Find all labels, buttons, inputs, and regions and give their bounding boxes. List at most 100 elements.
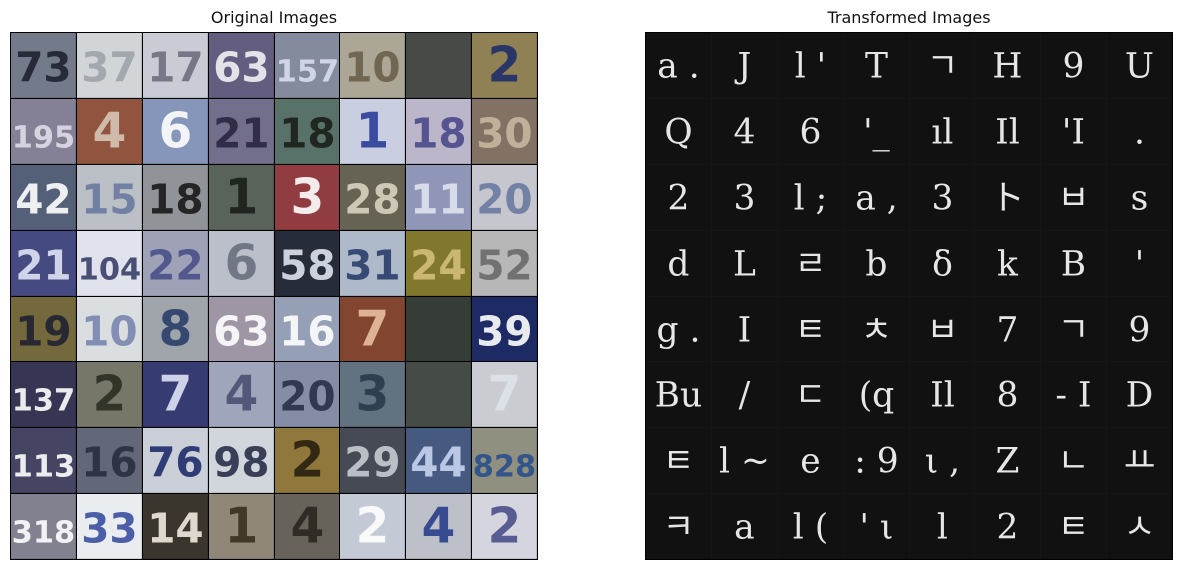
original-image-digits: 42 [15,175,71,223]
original-image-tile: 19 [11,296,76,362]
transformed-image-glyph: ㄱ [926,47,958,87]
original-image-digits: 30 [476,110,532,158]
original-image-digits: 2 [290,433,324,489]
transformed-image-tile: ト [975,164,1041,230]
original-image-tile: 7 [472,362,537,428]
transformed-image-tile: '_ [843,98,909,164]
original-image-tile [406,296,472,362]
original-image-tile: 31 [340,230,406,296]
original-image-digits: 22 [147,241,203,289]
original-image-tile: 1 [208,164,274,230]
original-image-digits: 63 [213,44,269,92]
transformed-image-tile: Il [909,362,975,428]
original-image-digits: 4 [290,499,324,555]
original-image-digits: 7 [488,367,522,423]
original-image-tile: 4 [274,494,340,559]
transformed-image-glyph: l ( [792,508,827,548]
transformed-image-tile: I [711,296,777,362]
transformed-image-tile: a . [646,33,711,98]
transformed-image-glyph: δ [932,244,953,284]
transformed-image-tile: ㄱ [909,33,975,98]
transformed-image-tile: l [909,494,975,559]
transformed-image-tile: k [975,230,1041,296]
transformed-image-tile: ㅛ [1107,428,1172,494]
transformed-image-tile: ㅂ [1041,164,1107,230]
transformed-image-glyph: . [1134,112,1145,152]
original-image-digits: 1 [224,499,258,555]
original-image-tile: 58 [274,230,340,296]
transformed-image-glyph: ㅂ [1058,178,1090,218]
transformed-image-glyph: ㅛ [1124,442,1156,482]
transformed-image-tile: - I [1041,362,1107,428]
transformed-image-glyph: 4 [733,112,755,152]
transformed-image-glyph: ㄴ [1058,442,1090,482]
original-image-digits: 16 [279,307,335,355]
transformed-image-tile: : 9 [843,428,909,494]
transformed-image-glyph: ㅅ [1124,508,1156,548]
original-image-tile: 18 [406,98,472,164]
original-image-tile: 20 [274,362,340,428]
transformed-image-tile: l ' [777,33,843,98]
original-image-tile: 18 [274,98,340,164]
transformed-image-tile: Bu [646,362,711,428]
original-image-tile: 828 [472,428,537,494]
original-image-tile: 37 [76,33,142,98]
original-image-tile: 7 [340,296,406,362]
original-image-tile: 4 [208,362,274,428]
transformed-image-glyph: ㄱ [1058,310,1090,350]
original-image-tile: 104 [76,230,142,296]
transformed-image-tile: ' ι [843,494,909,559]
transformed-image-glyph: / [739,376,751,416]
original-image-digits: 11 [410,175,466,223]
transformed-image-glyph: 9 [1129,310,1151,350]
transformed-image-glyph: Q [664,112,692,152]
transformed-image-tile: d [646,230,711,296]
original-image-tile: 3 [274,164,340,230]
original-image-tile [406,33,472,98]
transformed-image-tile: δ [909,230,975,296]
original-image-digits: 4 [92,104,126,160]
transformed-image-glyph: ㅌ [663,442,695,482]
original-image-digits: 828 [473,450,536,485]
transformed-image-glyph: 2 [667,178,689,218]
transformed-image-glyph: 9 [1063,47,1085,87]
transformed-image-tile: 9 [1041,33,1107,98]
transformed-image-glyph: ㄹ [794,244,826,284]
transformed-image-glyph: a [734,508,755,548]
original-image-digits: 4 [422,499,456,555]
transformed-image-tile: Q [646,98,711,164]
transformed-image-glyph: U [1125,47,1154,87]
transformed-image-tile: J [711,33,777,98]
transformed-image-glyph: 3 [931,178,953,218]
transformed-image-glyph: '_ [863,112,890,152]
original-image-digits: 58 [279,241,335,289]
original-image-tile: 3 [340,362,406,428]
original-image-digits: 52 [476,241,532,289]
original-image-tile: 8 [142,296,208,362]
transformed-image-glyph: : 9 [854,442,898,482]
transformed-image-tile: b [843,230,909,296]
transformed-image-tile: l ~ [711,428,777,494]
transformed-image-tile: ㄹ [777,230,843,296]
transformed-image-glyph: a . [657,47,699,87]
original-image-tile: 318 [11,494,76,559]
original-image-tile: 6 [142,98,208,164]
transformed-image-glyph: ι , [924,442,959,482]
transformed-image-glyph: Il [930,376,955,416]
original-image-digits: 3 [290,169,324,225]
transformed-image-glyph: Bu [655,376,703,416]
original-image-digits: 21 [15,241,71,289]
original-image-tile: 52 [472,230,537,296]
original-image-tile: 10 [76,296,142,362]
transformed-image-glyph: L [733,244,756,284]
original-image-tile: 2 [472,33,537,98]
original-image-tile: 73 [11,33,76,98]
original-image-digits: 2 [356,499,390,555]
original-images-title: Original Images [210,8,338,27]
original-image-tile: 16 [274,296,340,362]
transformed-image-glyph: ト [991,178,1025,218]
original-image-digits: 2 [488,499,522,555]
transformed-image-glyph: B [1061,244,1086,284]
original-image-tile: 17 [142,33,208,98]
